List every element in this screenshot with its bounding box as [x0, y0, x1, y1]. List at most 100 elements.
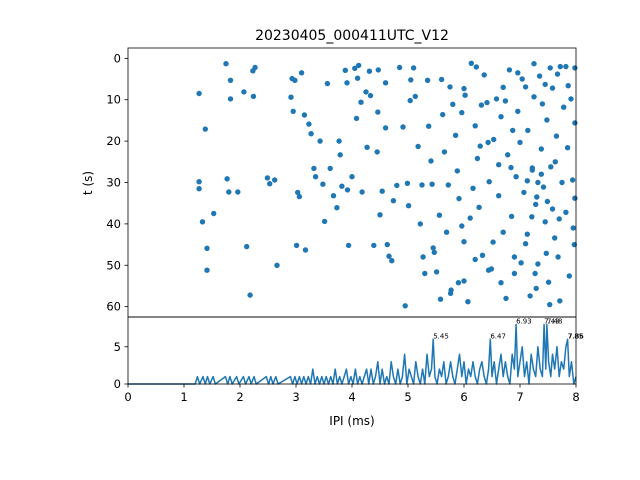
scatter-point [474, 155, 481, 162]
scatter-point [196, 179, 202, 185]
scatter-point [408, 77, 414, 83]
scatter-point [535, 261, 541, 267]
scatter-point [359, 189, 365, 195]
scatter-point [490, 239, 496, 245]
scatter-point [324, 80, 331, 87]
scatter-point [510, 127, 516, 134]
scatter-point [461, 85, 467, 92]
peak-label: 7.48 [547, 317, 563, 325]
scatter-point [500, 84, 506, 91]
scatter-point [244, 243, 250, 250]
scatter-point [317, 138, 323, 144]
scatter-point [320, 181, 326, 187]
histogram-x-tick-label: 4 [348, 390, 355, 404]
scatter-point [547, 301, 553, 308]
peak-label: 7.85 [568, 332, 584, 340]
scatter-point [519, 76, 525, 82]
scatter-point [437, 296, 444, 302]
scatter-point [321, 218, 328, 225]
scatter-point [535, 179, 541, 186]
scatter-point [570, 225, 576, 231]
scatter-point [417, 221, 423, 227]
scatter-point [508, 164, 514, 171]
histogram-x-tick-label: 6 [460, 390, 467, 404]
scatter-point [336, 138, 342, 144]
scatter-point [533, 201, 539, 208]
scatter-point [292, 77, 298, 84]
scatter-point [555, 254, 561, 260]
scatter-point [481, 72, 487, 78]
scatter-point [447, 84, 453, 90]
scatter-y-ticks: 0 10 20 30 40 50 60 [106, 51, 128, 314]
scatter-point [235, 189, 241, 195]
scatter-point [559, 179, 565, 186]
scatter-point [447, 290, 454, 297]
scatter-point [515, 108, 521, 115]
scatter-point [302, 247, 309, 253]
scatter-point [479, 252, 486, 258]
scatter-point [390, 198, 397, 204]
peak-label: 6.93 [516, 317, 532, 325]
scatter-point [426, 123, 432, 129]
scatter-point [522, 84, 529, 90]
scatter-point [477, 143, 483, 149]
scatter-point [386, 253, 392, 259]
scatter-point [459, 109, 465, 116]
histogram-line [128, 323, 577, 385]
scatter-point [311, 165, 317, 172]
scatter-point [542, 219, 548, 225]
histogram-y-ticks: 05 [114, 340, 128, 391]
scatter-point [312, 174, 319, 180]
scatter-point [548, 164, 554, 170]
scatter-point [461, 239, 467, 245]
scatter-point [525, 127, 531, 134]
peak-label: 7.43 [544, 317, 560, 325]
scatter-point [436, 212, 443, 218]
scatter-point [533, 285, 539, 292]
scatter-point [527, 293, 533, 299]
scatter-point [459, 223, 465, 229]
scatter-point [572, 65, 578, 71]
scatter-point [513, 174, 519, 180]
scatter-point [455, 280, 462, 286]
scatter-point [484, 99, 490, 106]
scatter-point [544, 198, 551, 205]
scatter-point [450, 101, 456, 108]
scatter-point [204, 245, 210, 251]
scatter-point [532, 270, 538, 277]
histogram-frame [127, 316, 577, 385]
scatter-point [274, 262, 280, 268]
scatter-point [334, 205, 340, 211]
peak-label: 5.45 [433, 332, 449, 340]
scatter-point [498, 114, 504, 120]
scatter-point [308, 131, 314, 137]
scatter-point [410, 65, 417, 71]
scatter-point [199, 219, 206, 225]
scatter-point [441, 149, 448, 155]
scatter-point [379, 188, 385, 194]
scatter-point [478, 102, 485, 108]
scatter-point [554, 71, 561, 77]
histogram-series-line [128, 323, 577, 385]
scatter-point [272, 177, 278, 183]
scatter-point [498, 280, 504, 286]
scatter-point [454, 168, 460, 174]
scatter-point [505, 152, 511, 158]
scatter-point [267, 181, 273, 187]
scatter-point [339, 183, 345, 189]
scatter-point [491, 136, 497, 143]
scatter-point [344, 80, 350, 86]
scatter-y-tick-label: 30 [106, 176, 121, 190]
scatter-point [461, 278, 467, 284]
scatter-point [412, 93, 418, 100]
scatter-point [531, 94, 537, 100]
scatter-point [568, 96, 574, 102]
scatter-point [389, 258, 395, 264]
scatter-point [549, 206, 556, 212]
scatter-point [433, 269, 440, 275]
scatter-point [402, 303, 408, 309]
scatter-point [429, 181, 435, 187]
scatter-point [563, 209, 569, 215]
scatter-point [223, 61, 229, 67]
